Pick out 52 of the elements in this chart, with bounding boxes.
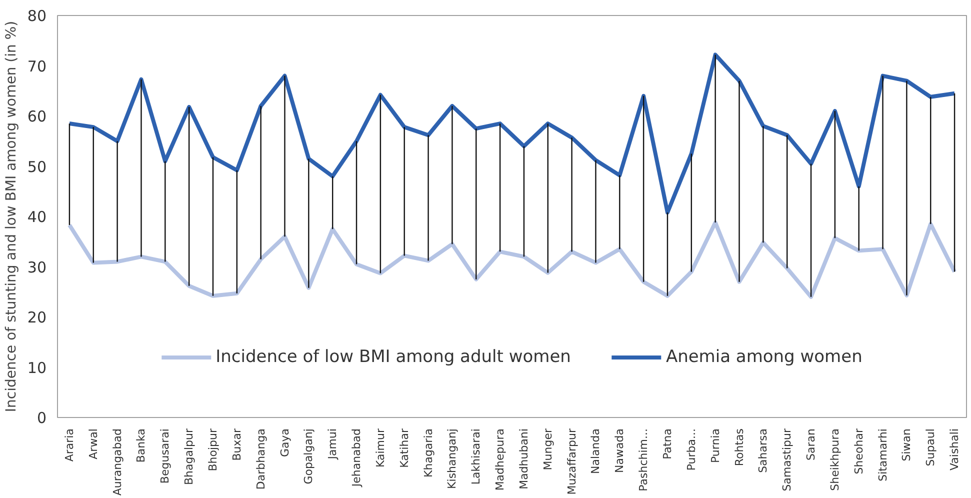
x-tick-label: Bhagalpur (182, 428, 196, 486)
x-tick-label: Bhojpur (206, 428, 220, 472)
x-tick-label: Kishanganj (446, 428, 459, 489)
x-tick-label: Jamui (326, 428, 340, 460)
x-tick-label: Saharsa (756, 428, 770, 473)
x-tick-label: Madhepura (494, 428, 507, 491)
x-tick-label: Sheohar (852, 428, 866, 474)
x-tick-label: Siwan (900, 428, 914, 462)
y-tick-label: 70 (27, 57, 47, 76)
x-tick-label: Katihar (398, 428, 411, 468)
x-tick-label: Gopalganj (302, 428, 316, 484)
x-tick-label: Begusarai (158, 428, 172, 484)
line-series (67, 52, 957, 214)
x-tick-label: Nawada (613, 428, 626, 473)
y-tick-label: 80 (27, 7, 47, 25)
x-tick-label: Sitamarhi (876, 428, 890, 482)
x-tick-label: Kaimur (374, 428, 387, 468)
x-tick-label: Muzaffarpur (565, 428, 578, 495)
y-tick-label: 50 (27, 158, 47, 176)
y-tick-label: 20 (27, 308, 47, 326)
x-tick-label: Khagaria (422, 428, 435, 478)
x-tick-label: Supaul (924, 428, 938, 466)
x-tick-label: Buxar (230, 428, 244, 461)
x-tick-label: Jehanabad (350, 428, 364, 488)
y-tick-label: 40 (27, 208, 47, 226)
x-tick-label: Arwal (86, 428, 100, 460)
y-tick-label: 10 (27, 358, 47, 377)
x-tick-label: Madhubani (517, 428, 530, 490)
x-tick-label: Aurangabad (110, 428, 124, 496)
y-tick-label: 30 (27, 258, 47, 276)
x-tick-label: Purba... (684, 428, 698, 471)
y-tick-label: 60 (27, 108, 47, 126)
x-tick-label: Lakhisarai (470, 428, 483, 485)
x-tick-label: Patna (660, 428, 674, 460)
x-tick-label: Rohtas (732, 428, 746, 466)
x-tick-label: Darbhanga (254, 428, 268, 490)
x-tick-label: Sheikhpura (828, 428, 842, 491)
x-tick-label: Araria (62, 428, 76, 462)
x-tick-label: Nalanda (589, 428, 602, 474)
x-tick-label: Gaya (278, 428, 292, 458)
x-tick-label: Pashchim... (637, 428, 650, 492)
legend-label: Incidence of low BMI among adult women (216, 347, 571, 367)
x-tick-label: Saran (804, 428, 818, 460)
x-tick-label: Banka (134, 428, 148, 463)
x-tick-label: Samastipur (780, 428, 794, 492)
x-tick-label: Purnia (708, 428, 722, 464)
x-tick-label: Munger (541, 428, 554, 470)
line-series (67, 220, 957, 299)
legend-label: Anemia among women (666, 347, 862, 367)
y-tick-label: 0 (36, 409, 47, 427)
y-axis-title: Incidence of stunting and low BMI among women (in %) (3, 20, 20, 412)
x-tick-label: Vaishali (948, 428, 962, 471)
